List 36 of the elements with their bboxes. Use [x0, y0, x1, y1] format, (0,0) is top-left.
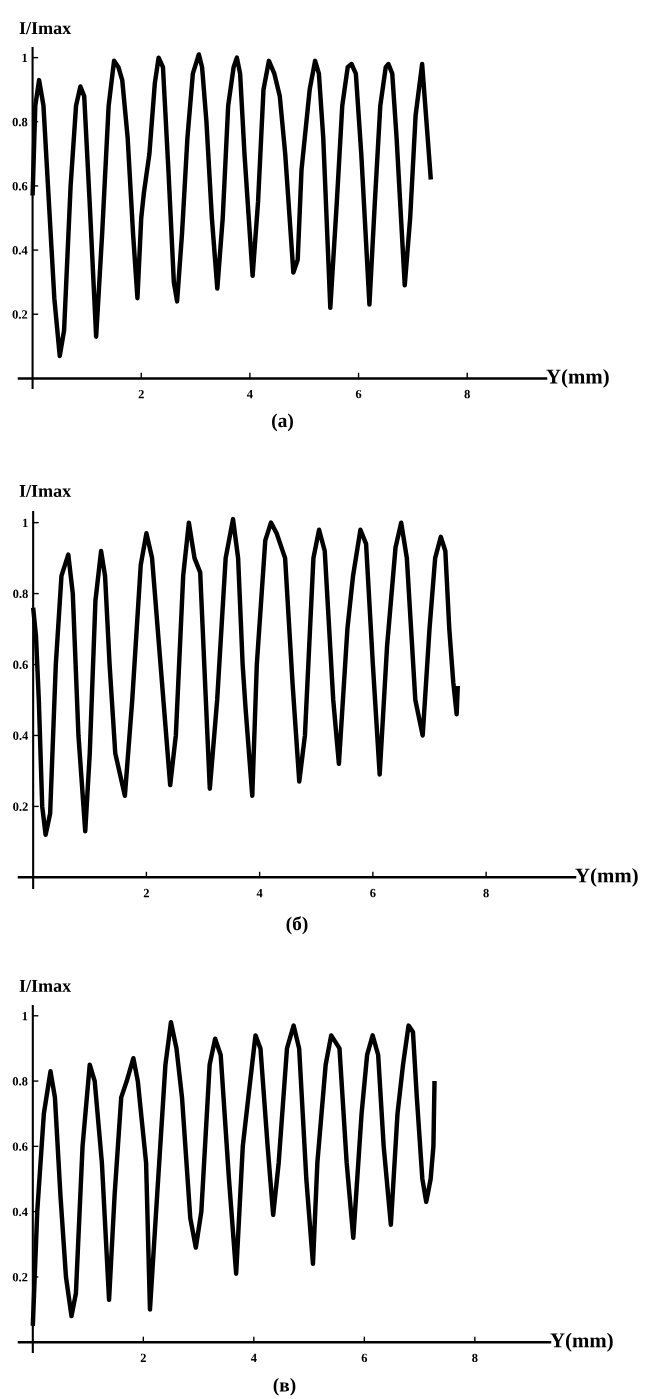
- x-tick-label: 4: [256, 888, 263, 898]
- y-axis-title: I/Imax: [19, 22, 72, 35]
- y-axis-title: I/Imax: [19, 484, 72, 498]
- x-tick-label: 6: [370, 888, 376, 898]
- y-axis-title: I/Imax: [19, 979, 72, 992]
- text: (a): [272, 413, 293, 432]
- y-tick-label: 1: [23, 518, 28, 527]
- x-axis-title: Y(mm): [546, 368, 609, 388]
- y-tick-label: 0.2: [12, 1272, 28, 1282]
- y-tick-label: 0.4: [12, 246, 28, 255]
- y-tick-label: 0.4: [13, 731, 29, 740]
- text: (б): [286, 916, 308, 935]
- x-axis-title: Y(mm): [550, 1332, 613, 1352]
- y-tick-label: 0.6: [12, 181, 28, 191]
- y-tick-label: 0.4: [12, 1207, 28, 1217]
- y-tick-label: 0.8: [12, 117, 28, 127]
- text: (в): [273, 1377, 296, 1396]
- x-tick-label: 6: [355, 389, 362, 399]
- x-tick-label: 4: [250, 1353, 257, 1362]
- x-tick-label: 2: [143, 888, 149, 898]
- y-tick-label: 1: [22, 1011, 28, 1021]
- x-tick-label: 8: [483, 888, 489, 898]
- x-tick-label: 2: [140, 1353, 146, 1362]
- y-tick-label: 0.8: [12, 1077, 28, 1086]
- x-tick-label: 4: [246, 389, 253, 399]
- y-tick-label: 0.6: [13, 660, 28, 670]
- x-tick-label: 8: [472, 1353, 478, 1363]
- y-tick-label: 0.8: [13, 589, 28, 599]
- y-tick-label: 0.2: [12, 310, 28, 319]
- x-axis-title: Y(mm): [575, 867, 638, 887]
- x-tick-label: 6: [361, 1353, 368, 1363]
- y-tick-label: 0.2: [13, 802, 28, 811]
- x-tick-label: 2: [138, 389, 144, 399]
- y-tick-label: 1: [22, 53, 28, 62]
- x-tick-label: 8: [464, 389, 470, 399]
- y-tick-label: 0.6: [12, 1142, 28, 1151]
